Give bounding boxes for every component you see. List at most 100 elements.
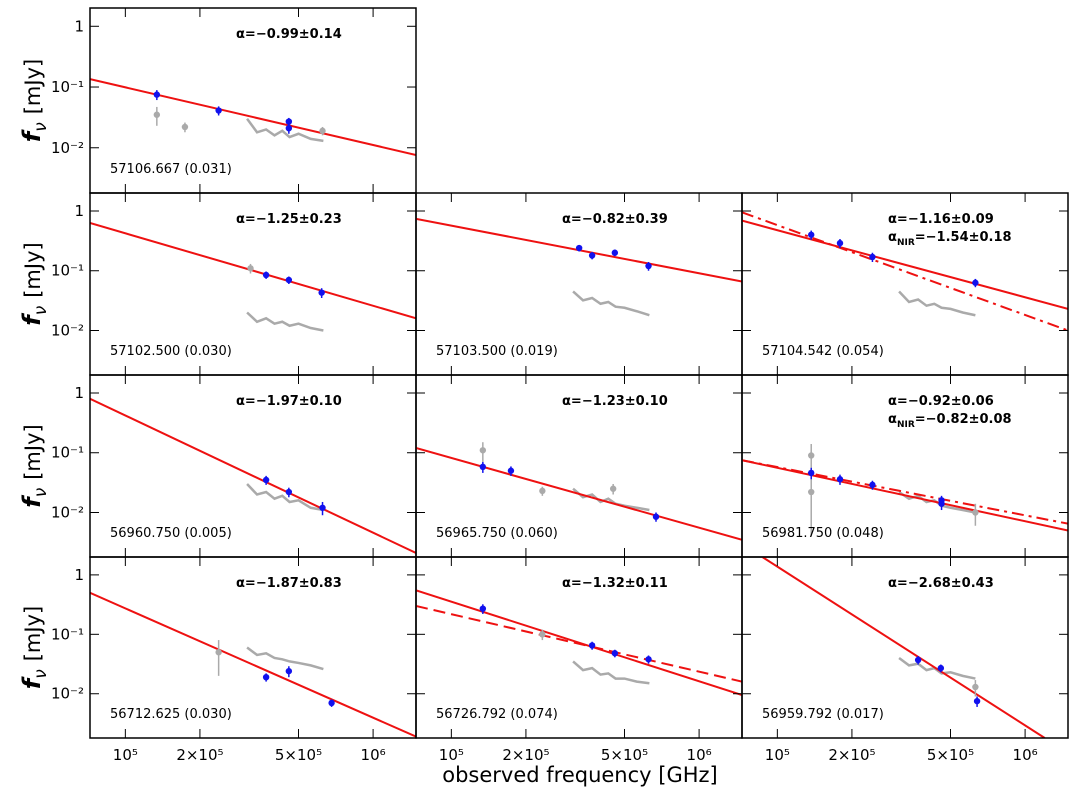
data-point	[181, 123, 189, 131]
alpha-nir-text: =−0.82±0.08	[915, 412, 1012, 427]
panel	[742, 211, 1068, 332]
x-tick-label: 2×10⁵	[828, 746, 875, 764]
data-point	[836, 476, 844, 483]
y-tick-label: 10⁻²	[51, 139, 84, 157]
x-tick-label: 5×10⁵	[927, 746, 974, 764]
alpha-nir-symbol: α	[888, 230, 897, 245]
data-point	[262, 673, 270, 681]
alpha-nir-symbol: α	[888, 412, 897, 427]
alpha-nir-text: =−1.54±0.18	[915, 230, 1012, 245]
data-point	[652, 513, 660, 520]
panel-label: 57102.500 (0.030)	[110, 344, 232, 359]
spectrum	[246, 311, 324, 332]
data-point	[507, 467, 515, 474]
data-point	[539, 631, 546, 638]
data-point	[215, 107, 222, 114]
panel	[90, 78, 416, 156]
alpha-label: α=−2.68±0.43	[888, 576, 994, 591]
x-axis-label: observed frequency [GHz]	[442, 763, 718, 787]
y-label-unit: [mJy]	[21, 424, 45, 479]
x-tick-label: 10⁵	[113, 746, 138, 764]
data-point	[972, 279, 979, 286]
y-axis-label: fν [mJy]	[18, 59, 51, 142]
panel-label: 57104.542 (0.054)	[762, 344, 884, 359]
fit-line	[416, 604, 742, 683]
y-label-sub: ν	[31, 487, 51, 497]
fit-line	[761, 557, 1046, 738]
data-point	[937, 664, 945, 672]
data-point	[808, 452, 815, 459]
data-point	[262, 476, 270, 484]
x-tick-label: 5×10⁵	[275, 746, 322, 764]
data-point	[285, 124, 293, 132]
alpha-label: α=−1.97±0.10	[236, 394, 342, 409]
y-label-symbol: f	[18, 129, 46, 142]
panel-label: 56726.792 (0.074)	[436, 707, 558, 722]
fit-line	[416, 447, 742, 541]
panel-label: 56712.625 (0.030)	[110, 707, 232, 722]
data-point	[479, 605, 487, 612]
alpha-label: α=−0.82±0.39	[562, 212, 668, 227]
data-point	[938, 500, 945, 507]
spectrum	[246, 483, 324, 512]
panel	[742, 444, 1068, 537]
x-tick-label: 10⁵	[439, 746, 464, 764]
y-tick-label: 10⁻²	[51, 503, 84, 521]
x-tick-label: 2×10⁵	[176, 746, 223, 764]
alpha-label: α=−0.99±0.14	[236, 27, 342, 42]
y-label-sub: ν	[31, 122, 51, 132]
alpha-label: α=−1.32±0.11	[562, 576, 668, 591]
x-tick-label: 10⁶	[687, 746, 712, 764]
data-point	[972, 683, 979, 691]
data-point	[645, 656, 652, 663]
alpha-label: α=−1.16±0.09	[888, 212, 994, 227]
data-point	[247, 265, 254, 272]
y-tick-label: 10⁻²	[51, 321, 84, 339]
fit-line	[742, 211, 1068, 332]
panel-label: 56965.750 (0.060)	[436, 526, 558, 541]
spectrum	[246, 646, 324, 671]
y-label-symbol: f	[18, 313, 46, 326]
y-tick-label: 1	[74, 384, 84, 402]
data-point	[588, 252, 596, 259]
y-tick-label: 1	[74, 202, 84, 220]
y-tick-label: 10⁻¹	[51, 262, 84, 280]
x-tick-label: 2×10⁵	[502, 746, 549, 764]
y-label-unit: [mJy]	[21, 59, 45, 114]
alpha-label: α=−1.25±0.23	[236, 212, 342, 227]
y-tick-label: 10⁻²	[51, 685, 84, 703]
data-point	[972, 509, 979, 516]
panel-label: 56981.750 (0.048)	[762, 526, 884, 541]
spectrum	[246, 118, 324, 143]
y-tick-label: 10⁻¹	[51, 78, 84, 96]
y-tick-label: 10⁻¹	[51, 625, 84, 643]
spectrum	[572, 487, 650, 512]
data-point	[808, 231, 815, 238]
panel	[416, 589, 742, 697]
fit-line	[742, 459, 1068, 532]
y-axis-label: fν [mJy]	[18, 606, 51, 689]
data-point	[609, 485, 617, 492]
data-point	[328, 699, 335, 707]
x-tick-label: 10⁵	[765, 746, 790, 764]
data-point	[285, 488, 293, 496]
data-point	[153, 111, 161, 118]
x-tick-label: 10⁶	[361, 746, 386, 764]
spectrum	[898, 290, 976, 317]
fit-line	[90, 591, 416, 738]
data-point	[836, 239, 844, 247]
alpha-nir-sub: NIR	[897, 238, 915, 248]
fit-line	[742, 459, 1068, 525]
y-tick-label: 1	[74, 566, 84, 584]
y-label-unit: [mJy]	[21, 242, 45, 297]
y-label-unit: [mJy]	[21, 606, 45, 661]
y-tick-label: 1	[74, 17, 84, 35]
data-point	[575, 244, 583, 252]
spectrum	[572, 290, 650, 317]
data-point	[869, 481, 876, 489]
fit-line	[90, 397, 416, 554]
alpha-label: α=−0.92±0.06	[888, 394, 994, 409]
fit-line	[90, 78, 416, 156]
data-point	[869, 253, 876, 261]
